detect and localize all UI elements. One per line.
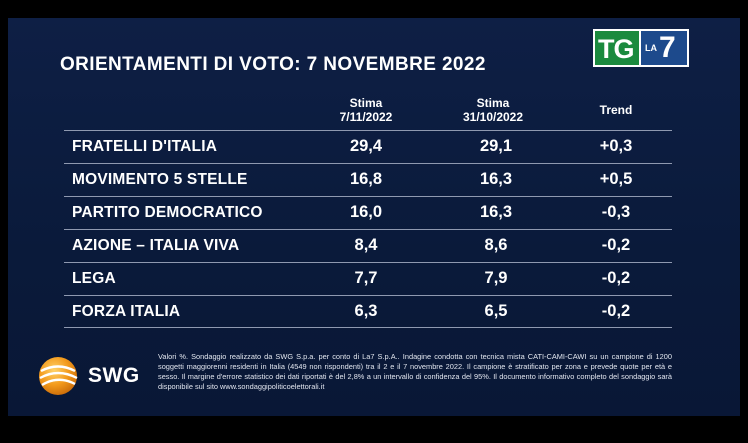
broadcast-graphic: ORIENTAMENTI DI VOTO: 7 NOVEMBRE 2022 TG… [8,18,740,416]
party-name: PARTITO DEMOCRATICO [72,204,263,221]
stima-previous-value: 29,1 [479,137,513,155]
trend-value: -0,3 [601,203,631,221]
column-header-stima-current: Stima 7/11/2022 [326,96,406,124]
column-header-line1: Stima [476,96,510,110]
trend-value: +0,3 [599,137,633,155]
stima-previous-value: 6,5 [484,302,508,320]
table-row: LEGA 7,7 7,9 -0,2 [64,262,672,295]
methodology-note: Valori %. Sondaggio realizzato da SWG S.… [158,352,672,391]
tg-logo-text: TG [598,34,634,64]
column-header-line2: 31/10/2022 [462,110,524,124]
la7-logo-seven: 7 [659,31,676,64]
table-row: FORZA ITALIA 6,3 6,5 -0,2 [64,295,672,328]
swg-logo: SWG [32,354,152,398]
trend-value: +0,5 [599,170,633,188]
table-row: FRATELLI D'ITALIA 29,4 29,1 +0,3 [64,130,672,163]
party-name: AZIONE – ITALIA VIVA [72,237,240,254]
column-header-line1: Stima [349,96,383,110]
stima-current-value: 8,4 [354,236,378,254]
page-title: ORIENTAMENTI DI VOTO: 7 NOVEMBRE 2022 [60,54,486,75]
stima-previous-value: 16,3 [479,170,513,188]
stima-current-value: 7,7 [354,269,378,287]
stima-previous-value: 7,9 [484,269,508,287]
party-name: LEGA [72,270,116,287]
tg-logo-box: TG [593,29,641,67]
table-row: PARTITO DEMOCRATICO 16,0 16,3 -0,3 [64,196,672,229]
swg-globe-icon [39,357,78,395]
tg-la7-logo: TG LA 7 [593,29,689,67]
column-header-stima-previous: Stima 31/10/2022 [448,96,538,124]
column-header-line2: 7/11/2022 [339,110,393,124]
stima-current-value: 6,3 [354,302,378,320]
stima-current-value: 16,8 [349,170,383,188]
la7-logo-la: LA [645,43,657,53]
party-name: FRATELLI D'ITALIA [72,138,218,155]
trend-value: -0,2 [601,236,631,254]
table-row: MOVIMENTO 5 STELLE 16,8 16,3 +0,5 [64,163,672,196]
party-name: MOVIMENTO 5 STELLE [72,171,248,188]
stima-current-value: 16,0 [349,203,383,221]
stima-current-value: 29,4 [349,137,383,155]
table-row: AZIONE – ITALIA VIVA 8,4 8,6 -0,2 [64,229,672,262]
poll-table: FRATELLI D'ITALIA 29,4 29,1 +0,3 MOVIMEN… [64,130,672,328]
trend-value: -0,2 [601,269,631,287]
column-header-trend: Trend [576,103,656,117]
stima-previous-value: 8,6 [484,236,508,254]
trend-value: -0,2 [601,302,631,320]
column-header-line1: Trend [599,103,633,117]
stima-previous-value: 16,3 [479,203,513,221]
swg-logo-text: SWG [88,364,140,387]
party-name: FORZA ITALIA [72,303,181,320]
la7-logo-box: LA 7 [641,29,689,67]
